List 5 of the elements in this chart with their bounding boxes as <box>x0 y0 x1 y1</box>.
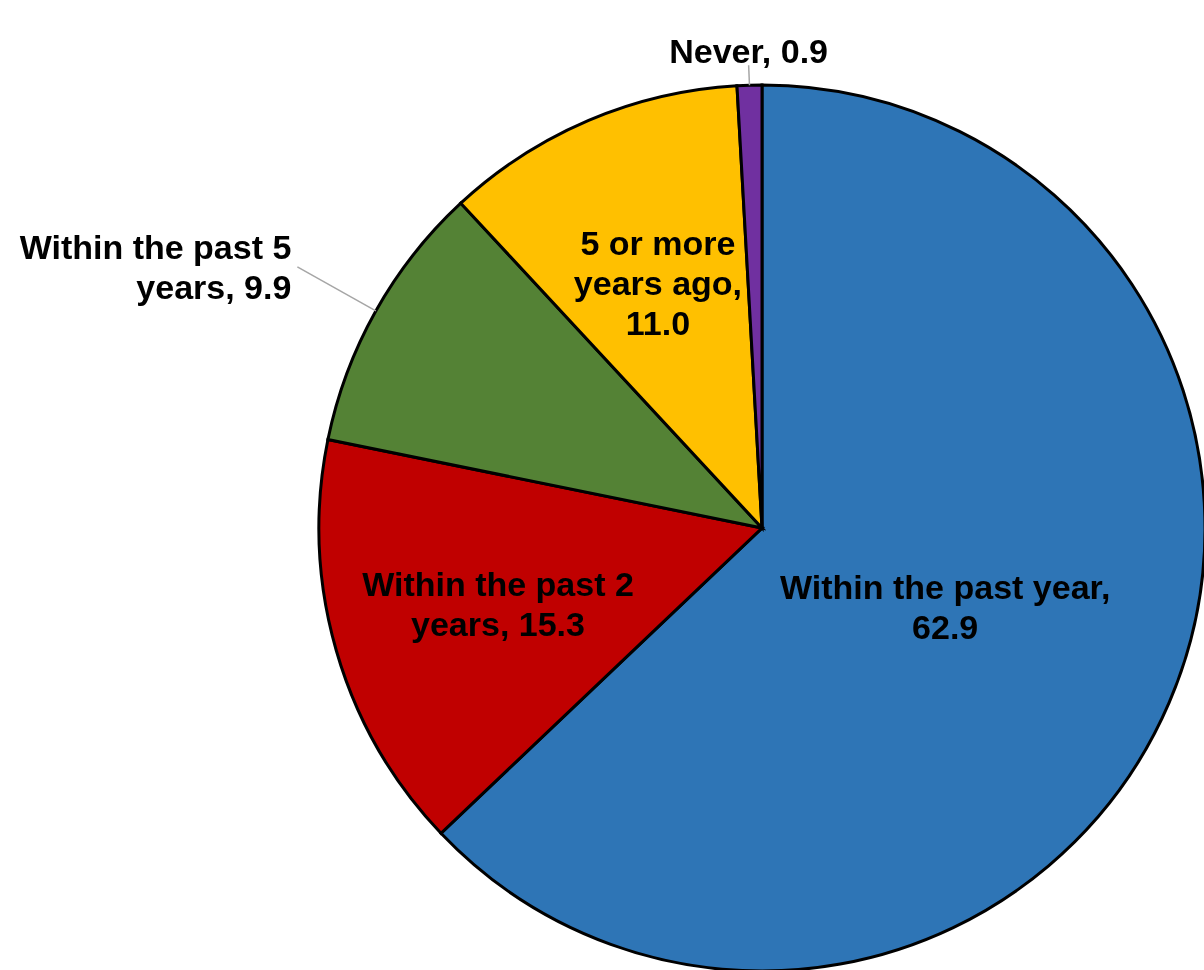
slice-label: Never, 0.9 <box>669 32 829 71</box>
slice-label: Within the past year, 62.9 <box>780 567 1111 646</box>
slice-label: Within the past 5 years, 9.9 <box>19 227 292 306</box>
slice-label: 5 or more years ago, 11.0 <box>573 224 743 343</box>
slice-label: Within the past 2 years, 15.3 <box>362 564 634 643</box>
